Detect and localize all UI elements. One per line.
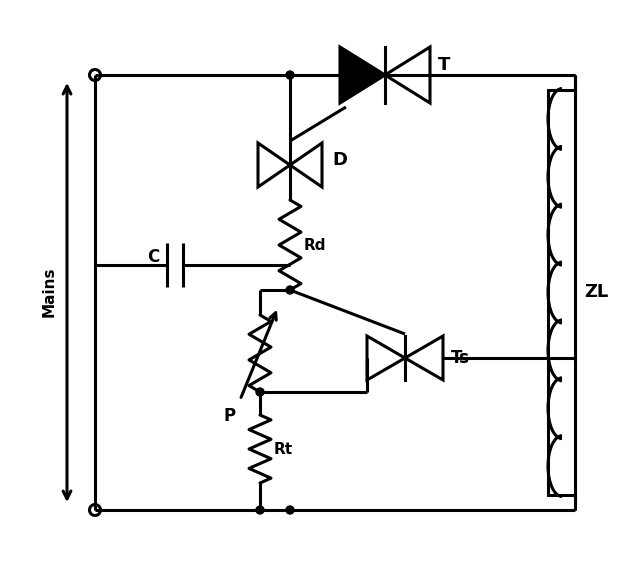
Circle shape (256, 506, 264, 514)
Circle shape (256, 388, 264, 396)
Text: C: C (147, 248, 159, 266)
Text: P: P (224, 407, 236, 425)
Text: Ts: Ts (451, 349, 470, 367)
Text: T: T (438, 56, 451, 74)
Text: D: D (332, 151, 347, 169)
Circle shape (286, 506, 294, 514)
Circle shape (286, 71, 294, 79)
Circle shape (286, 286, 294, 294)
Text: Rd: Rd (304, 238, 326, 252)
Text: ZL: ZL (584, 283, 608, 301)
Polygon shape (340, 47, 385, 103)
Text: Mains: Mains (42, 267, 56, 318)
Text: Rt: Rt (274, 441, 293, 457)
